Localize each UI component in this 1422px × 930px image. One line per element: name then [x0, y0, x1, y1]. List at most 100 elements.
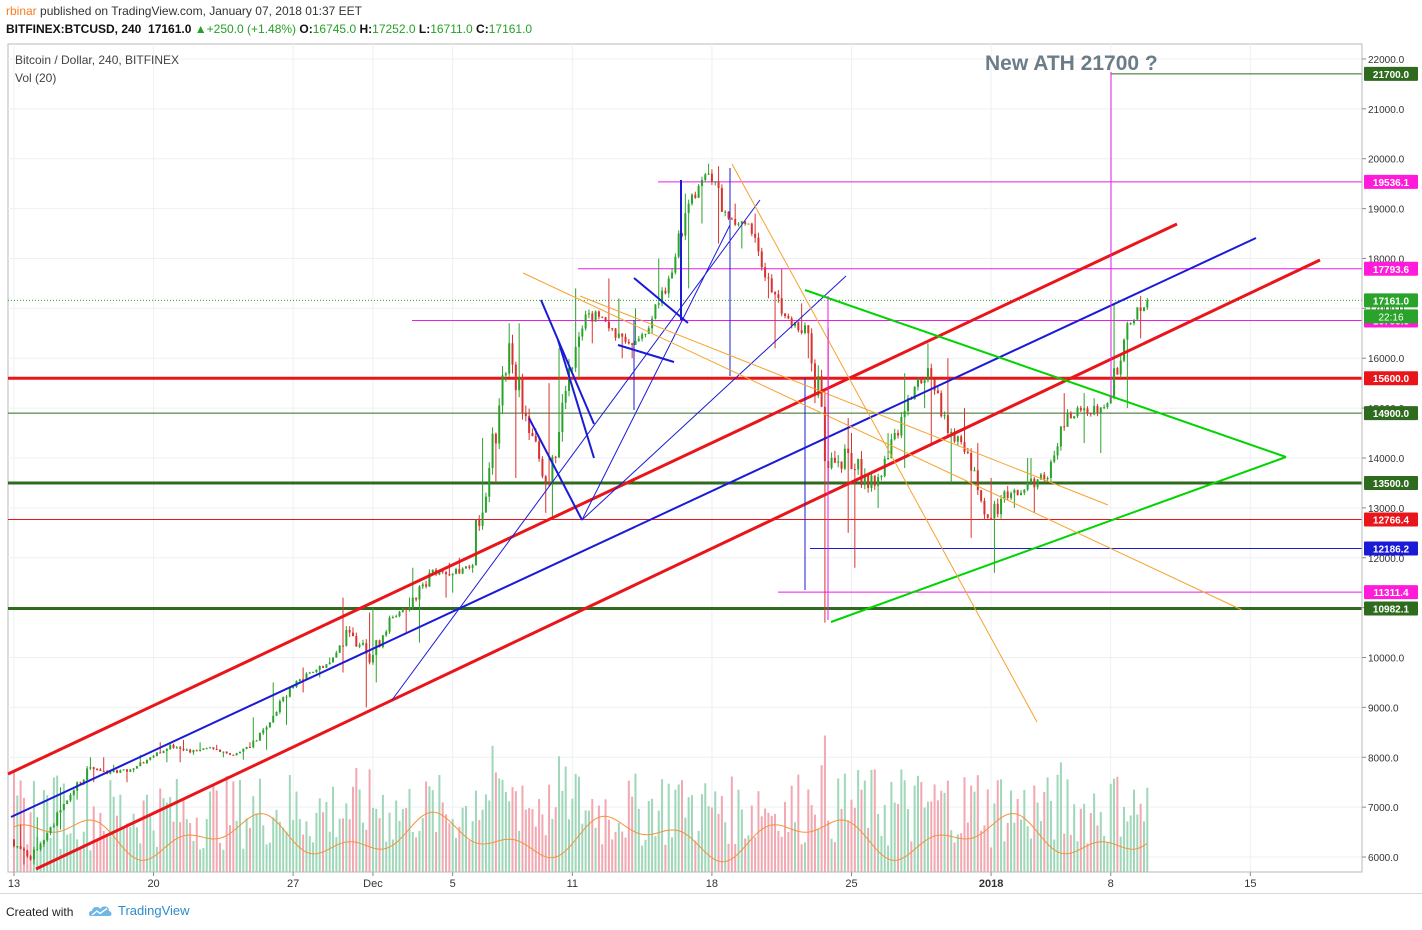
candle-body — [1116, 368, 1119, 375]
volume-bar — [956, 834, 959, 872]
volume-bar — [318, 798, 321, 872]
candle-body — [744, 221, 747, 224]
candle-body — [584, 314, 587, 329]
y-tick-label: 22000.0 — [1368, 55, 1405, 66]
candle-body — [275, 712, 278, 716]
price-label-box — [1364, 406, 1418, 421]
volume-bar — [667, 783, 670, 872]
candle-body — [690, 194, 693, 204]
x-tick-label: 15 — [1244, 878, 1256, 890]
volume-bar — [837, 778, 840, 872]
candle-body — [787, 316, 790, 319]
candle-body — [145, 759, 148, 764]
volume-bar — [990, 847, 993, 872]
candle-body — [1073, 416, 1076, 419]
volume-bar — [132, 813, 135, 872]
y-tick-label: 10000.0 — [1368, 654, 1405, 665]
volume-bar — [787, 832, 790, 872]
volume-bar — [767, 812, 770, 872]
candle-body — [109, 772, 112, 774]
candle-body — [458, 569, 461, 574]
volume-bar — [558, 756, 561, 872]
price-label-text: 19536.1 — [1373, 178, 1410, 189]
orange-channel-line — [731, 163, 1038, 723]
candle-body — [837, 461, 840, 463]
candle-body — [342, 645, 345, 647]
candle-body — [926, 368, 929, 381]
candle-body — [1109, 396, 1112, 404]
volume-bar — [926, 801, 929, 872]
candle-body — [56, 812, 59, 826]
candle-body — [192, 750, 195, 753]
price-label-text: 21700.0 — [1373, 70, 1410, 81]
candle-body — [491, 433, 494, 468]
volume-bar — [1056, 774, 1059, 872]
candle-body — [1023, 489, 1026, 493]
candle-body — [674, 256, 677, 273]
volume-bar — [541, 814, 544, 872]
volume-bar — [700, 794, 703, 872]
volume-bar — [1026, 826, 1029, 872]
volume-bar — [468, 840, 471, 872]
x-tick-label: 20 — [147, 878, 159, 890]
volume-bar — [169, 797, 172, 872]
blue-fan-line — [581, 275, 847, 521]
volume-bar — [215, 790, 218, 872]
y-tick-label: 9000.0 — [1368, 703, 1399, 714]
volume-bar — [883, 804, 886, 872]
volume-bar — [1013, 822, 1016, 872]
volume-bar — [863, 780, 866, 872]
candle-body — [32, 849, 35, 860]
candle-body — [747, 223, 750, 225]
volume-bar — [1000, 779, 1003, 872]
candle-body — [96, 769, 99, 771]
candle-body — [1129, 323, 1132, 325]
volume-bar — [1016, 798, 1019, 872]
candle-body — [930, 368, 933, 380]
volume-bar — [993, 803, 996, 872]
volume-bar — [116, 815, 119, 872]
tradingview-brand[interactable]: TradingView — [88, 903, 190, 918]
volume-bar — [76, 839, 79, 872]
candle-body — [614, 328, 617, 338]
volume-bar — [528, 808, 531, 872]
candle-body — [641, 334, 644, 339]
volume-bar — [39, 841, 42, 872]
candle-body — [697, 185, 700, 198]
volume-bar — [255, 813, 258, 872]
candle-body — [468, 566, 471, 568]
volume-bar — [139, 843, 142, 872]
volume-bar — [807, 789, 810, 872]
candle-body — [594, 311, 597, 322]
y-tick-label: 12000.0 — [1368, 554, 1405, 565]
x-tick-label: 18 — [706, 878, 718, 890]
price-chart[interactable]: 6000.07000.08000.09000.010000.011000.012… — [0, 42, 1422, 893]
candle-body — [800, 330, 803, 333]
candle-body — [405, 608, 408, 610]
candle-body — [172, 744, 175, 748]
volume-bar — [973, 791, 976, 872]
volume-bar — [508, 801, 511, 872]
candle-body — [611, 328, 614, 330]
publisher-username[interactable]: rbinar — [6, 4, 37, 18]
x-tick-label: 13 — [8, 878, 20, 890]
candle-body — [860, 459, 863, 485]
candle-body — [574, 346, 577, 368]
candle-body — [411, 597, 414, 608]
candle-body — [508, 343, 511, 374]
volume-bar — [175, 779, 178, 872]
price-label-text: 10982.1 — [1373, 605, 1410, 616]
volume-indicator-label: Vol (20) — [15, 71, 57, 85]
candle-body — [1139, 307, 1142, 311]
candle-body — [195, 750, 198, 752]
volume-bar — [916, 775, 919, 872]
candle-body — [518, 376, 521, 391]
volume-bar — [1059, 762, 1062, 872]
countdown-box — [1364, 309, 1418, 324]
candle-body — [248, 747, 251, 749]
candle-body — [521, 376, 524, 414]
candle-body — [345, 629, 348, 646]
axes: 6000.07000.08000.09000.010000.011000.012… — [8, 44, 1418, 890]
candle-body — [980, 490, 983, 501]
candle-body — [1093, 405, 1096, 415]
